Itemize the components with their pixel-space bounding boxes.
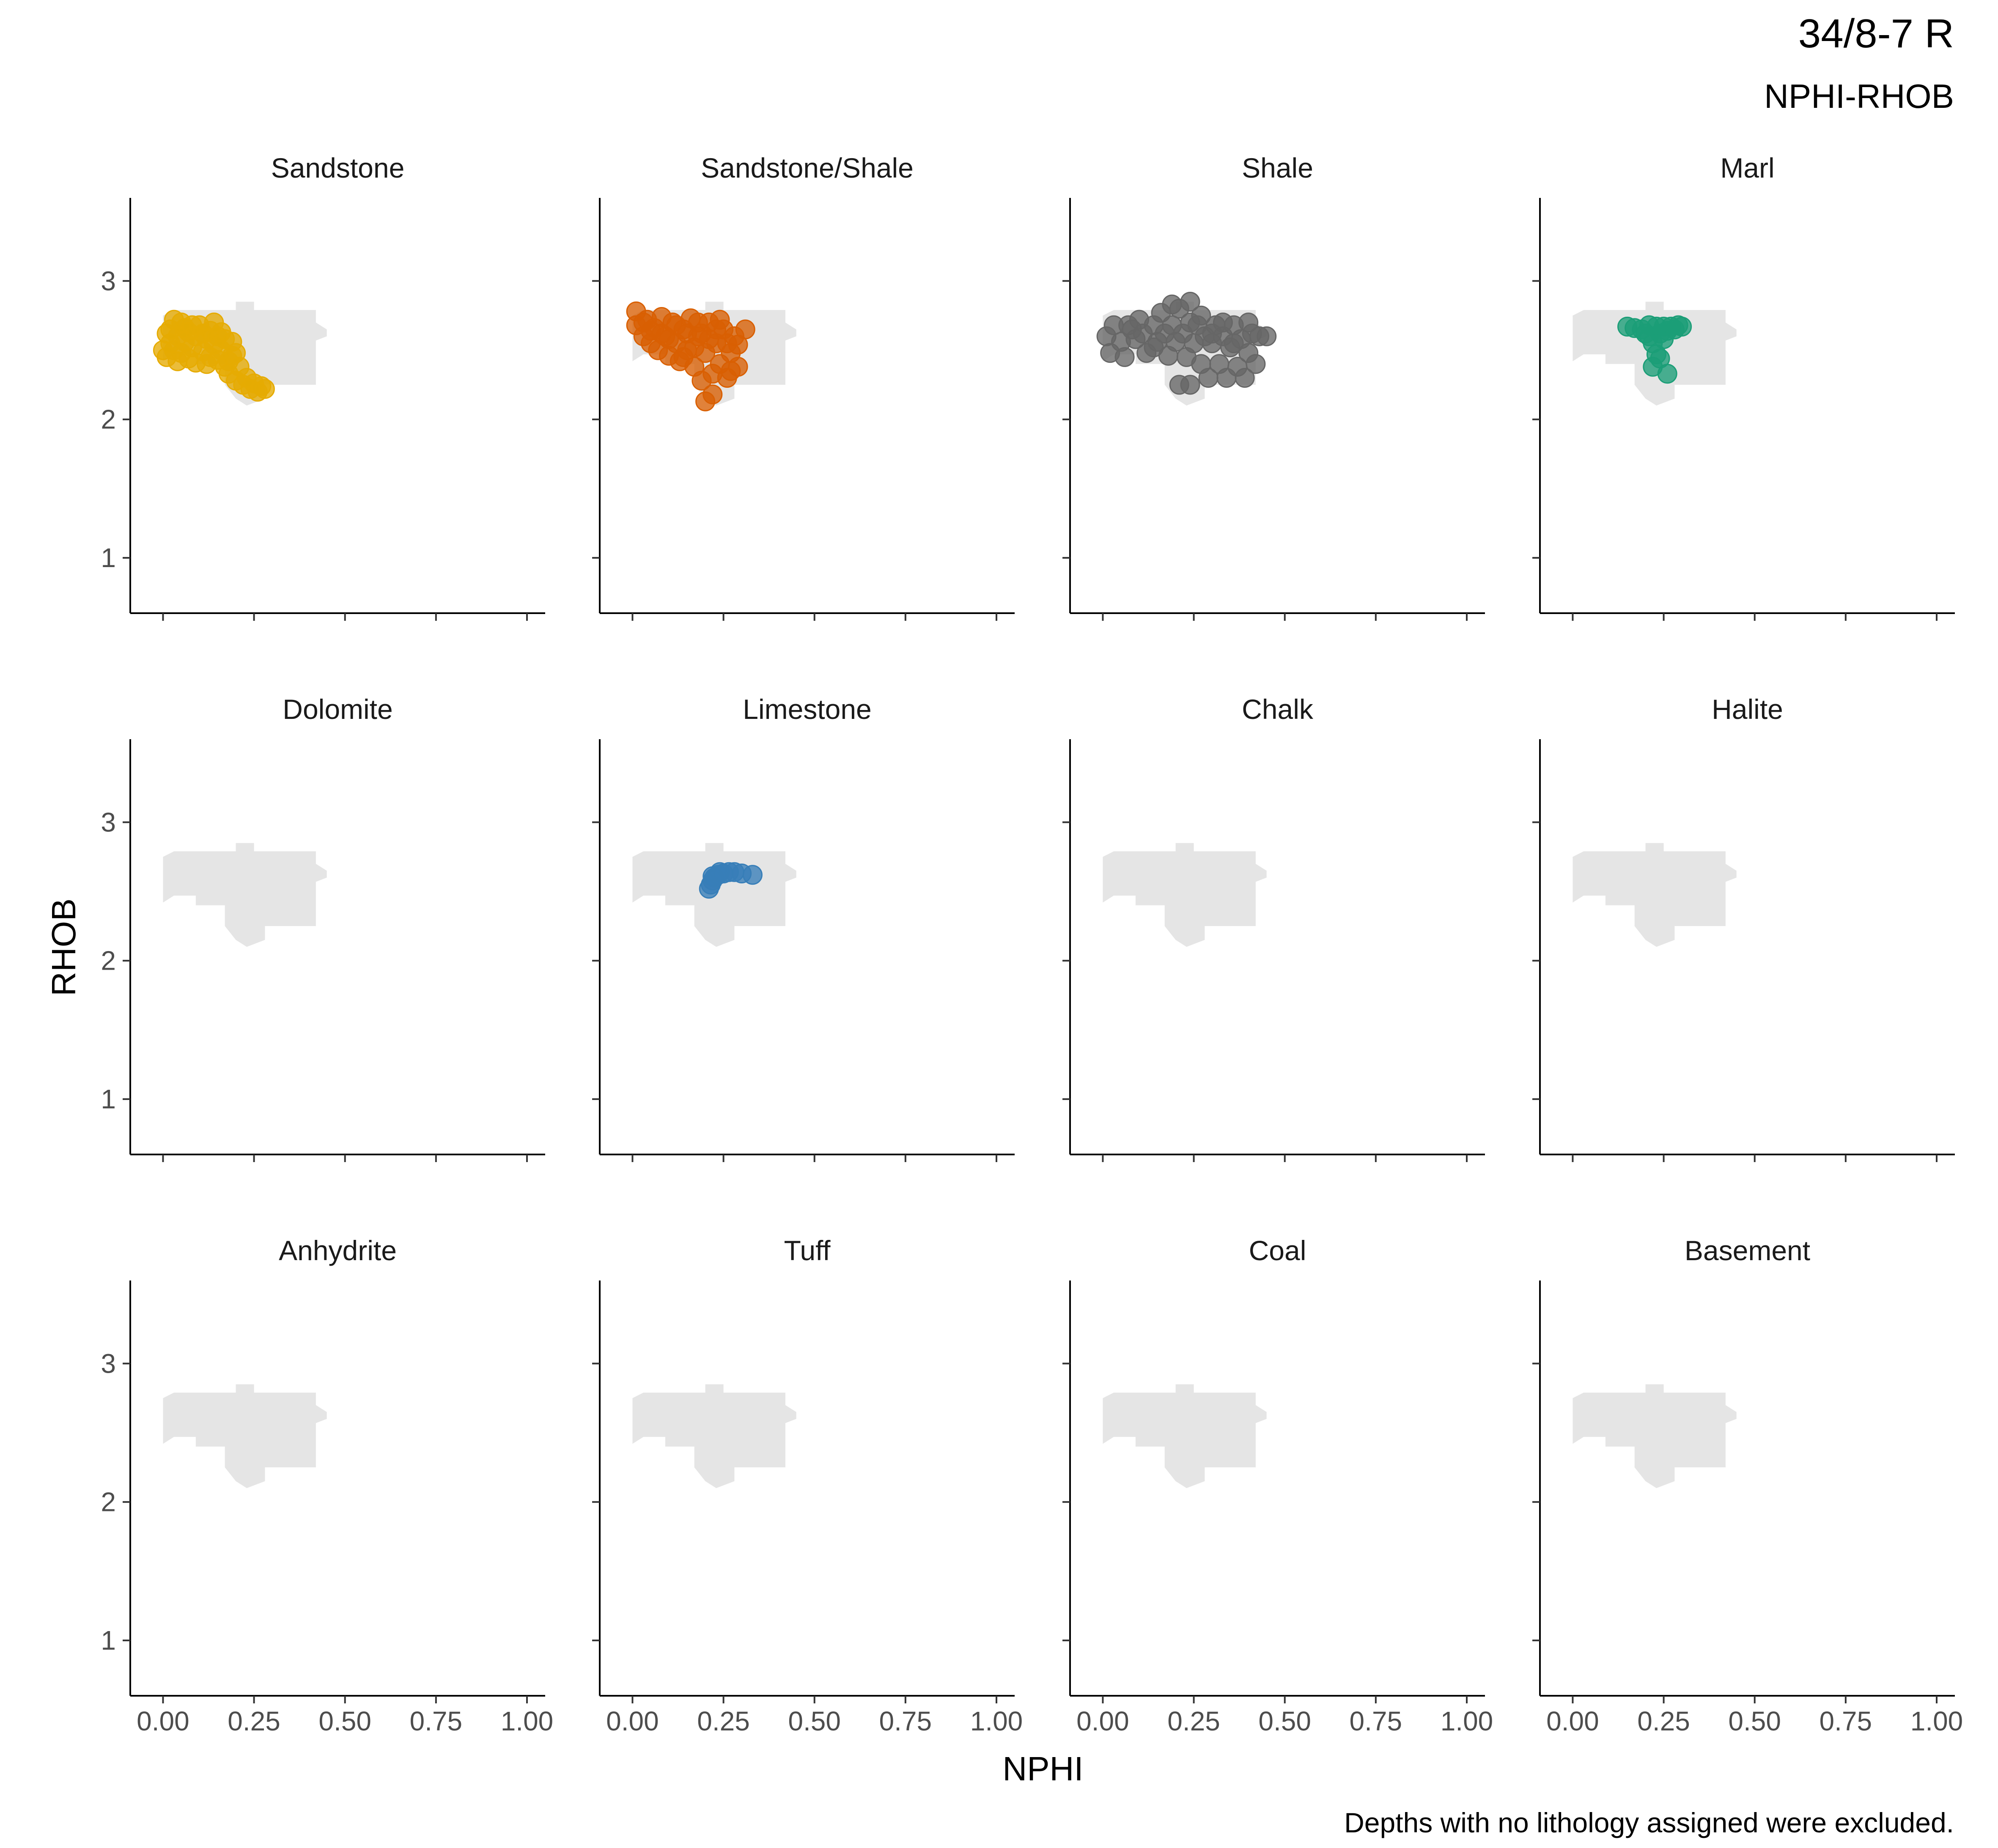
x-tick-label: 0.75 <box>1350 1706 1402 1736</box>
data-point <box>1191 305 1211 326</box>
y-tick-label: 2 <box>101 1487 116 1517</box>
facet-panel-halite: Halite <box>1532 694 1955 1162</box>
y-tick-label: 1 <box>101 1625 116 1656</box>
x-tick-label: 0.25 <box>1167 1706 1220 1736</box>
y-tick-label: 1 <box>101 543 116 573</box>
data-point <box>1162 294 1182 315</box>
data-point <box>1650 348 1670 369</box>
facet-panel-chalk: Chalk <box>1062 694 1485 1162</box>
x-tick-label: 0.50 <box>318 1706 371 1736</box>
x-tick-label: 1.00 <box>1441 1706 1493 1736</box>
data-point <box>1122 319 1142 340</box>
x-tick-label: 0.25 <box>1637 1706 1690 1736</box>
facet-strip-label: Basement <box>1685 1235 1810 1266</box>
facet-panels: Sandstone 1 2 3 Sandstone/Shale Shale Marl Dolo… <box>101 152 1963 1736</box>
x-tick-label: 0.00 <box>137 1706 189 1736</box>
data-point <box>182 315 202 335</box>
x-tick-label: 0.50 <box>1728 1706 1781 1736</box>
data-point <box>706 319 726 340</box>
data-point <box>226 343 246 363</box>
data-point <box>156 324 177 344</box>
facet-panel-dolomite: Dolomite 1 2 3 <box>101 694 545 1162</box>
y-tick-label: 1 <box>101 1084 116 1114</box>
x-tick-label: 1.00 <box>970 1706 1023 1736</box>
x-tick-label: 0.75 <box>879 1706 932 1736</box>
data-point <box>651 324 672 344</box>
facet-panel-limestone: Limestone <box>592 694 1015 1162</box>
facet-strip-label: Dolomite <box>283 694 392 725</box>
facet-strip-label: Sandstone <box>271 152 405 184</box>
data-point <box>255 379 275 399</box>
facet-panel-basement: Basement 0.00 0.25 0.50 0.75 1.00 <box>1532 1235 1963 1736</box>
data-point <box>742 865 763 885</box>
x-tick-label: 0.75 <box>410 1706 463 1736</box>
facet-strip-label: Tuff <box>784 1235 831 1266</box>
y-tick-label: 3 <box>101 266 116 296</box>
y-tick-label: 3 <box>101 807 116 837</box>
x-tick-label: 0.75 <box>1820 1706 1872 1736</box>
facet-panel-sandstone-shale: Sandstone/Shale <box>592 152 1015 621</box>
data-point <box>1114 347 1135 367</box>
x-tick-label: 1.00 <box>501 1706 554 1736</box>
data-point <box>1213 313 1233 333</box>
facet-strip-label: Marl <box>1720 152 1774 184</box>
background-region <box>163 843 327 947</box>
data-point <box>1672 316 1692 337</box>
facet-strip-label: Sandstone/Shale <box>701 152 914 184</box>
data-point <box>710 862 730 882</box>
data-point <box>1257 326 1277 346</box>
x-tick-label: 0.50 <box>788 1706 841 1736</box>
background-region <box>1573 1384 1737 1488</box>
data-point <box>197 354 217 374</box>
data-point <box>695 391 716 411</box>
y-tick-label: 2 <box>101 946 116 976</box>
chart-caption: Depths with no lithology assigned were e… <box>1344 1807 1954 1838</box>
data-point <box>167 351 188 371</box>
facet-panel-coal: Coal 0.00 0.25 0.50 0.75 1.00 <box>1062 1235 1493 1736</box>
chart-title: 34/8-7 R <box>1798 11 1954 56</box>
facet-strip-label: Chalk <box>1242 694 1314 725</box>
data-point <box>721 361 741 381</box>
data-point <box>1235 368 1255 388</box>
facet-strip-label: Anhydrite <box>279 1235 397 1266</box>
data-point <box>1224 333 1244 354</box>
facet-strip-label: Coal <box>1249 1235 1306 1266</box>
x-tick-label: 0.25 <box>697 1706 750 1736</box>
x-tick-label: 1.00 <box>1910 1706 1963 1736</box>
x-tick-label: 0.25 <box>228 1706 280 1736</box>
x-tick-label: 0.00 <box>606 1706 659 1736</box>
facet-strip-label: Shale <box>1242 152 1313 184</box>
background-region <box>163 1384 327 1488</box>
data-point <box>1144 337 1164 357</box>
facet-panel-marl: Marl <box>1532 152 1955 621</box>
data-point <box>728 335 748 355</box>
facet-panel-sandstone: Sandstone 1 2 3 <box>101 152 545 621</box>
data-point <box>1654 329 1674 349</box>
y-axis-title: RHOB <box>45 898 82 996</box>
x-tick-label: 0.00 <box>1546 1706 1599 1736</box>
background-region <box>1573 843 1737 947</box>
facet-panel-tuff: Tuff 0.00 0.25 0.50 0.75 1.00 <box>592 1235 1023 1736</box>
facet-strip-label: Limestone <box>743 694 872 725</box>
y-tick-label: 2 <box>101 404 116 435</box>
facet-panel-shale: Shale <box>1062 152 1485 621</box>
facet-strip-label: Halite <box>1712 694 1783 725</box>
data-point <box>688 313 708 333</box>
x-tick-label: 0.00 <box>1076 1706 1129 1736</box>
data-point <box>1246 354 1266 374</box>
background-region <box>1103 843 1267 947</box>
data-point <box>633 313 653 333</box>
data-point <box>1639 315 1659 335</box>
data-point <box>1238 313 1259 333</box>
facet-panel-anhydrite: Anhydrite 1 2 3 0.00 0.25 0.50 0.75 1.00 <box>101 1235 553 1736</box>
chart-subtitle: NPHI-RHOB <box>1764 77 1954 115</box>
x-axis-title: NPHI <box>1002 1750 1083 1788</box>
data-point <box>673 347 694 367</box>
x-tick-label: 0.50 <box>1258 1706 1311 1736</box>
y-tick-label: 3 <box>101 1348 116 1379</box>
background-region <box>1103 1384 1267 1488</box>
background-region <box>632 1384 796 1488</box>
data-point <box>1180 375 1200 395</box>
